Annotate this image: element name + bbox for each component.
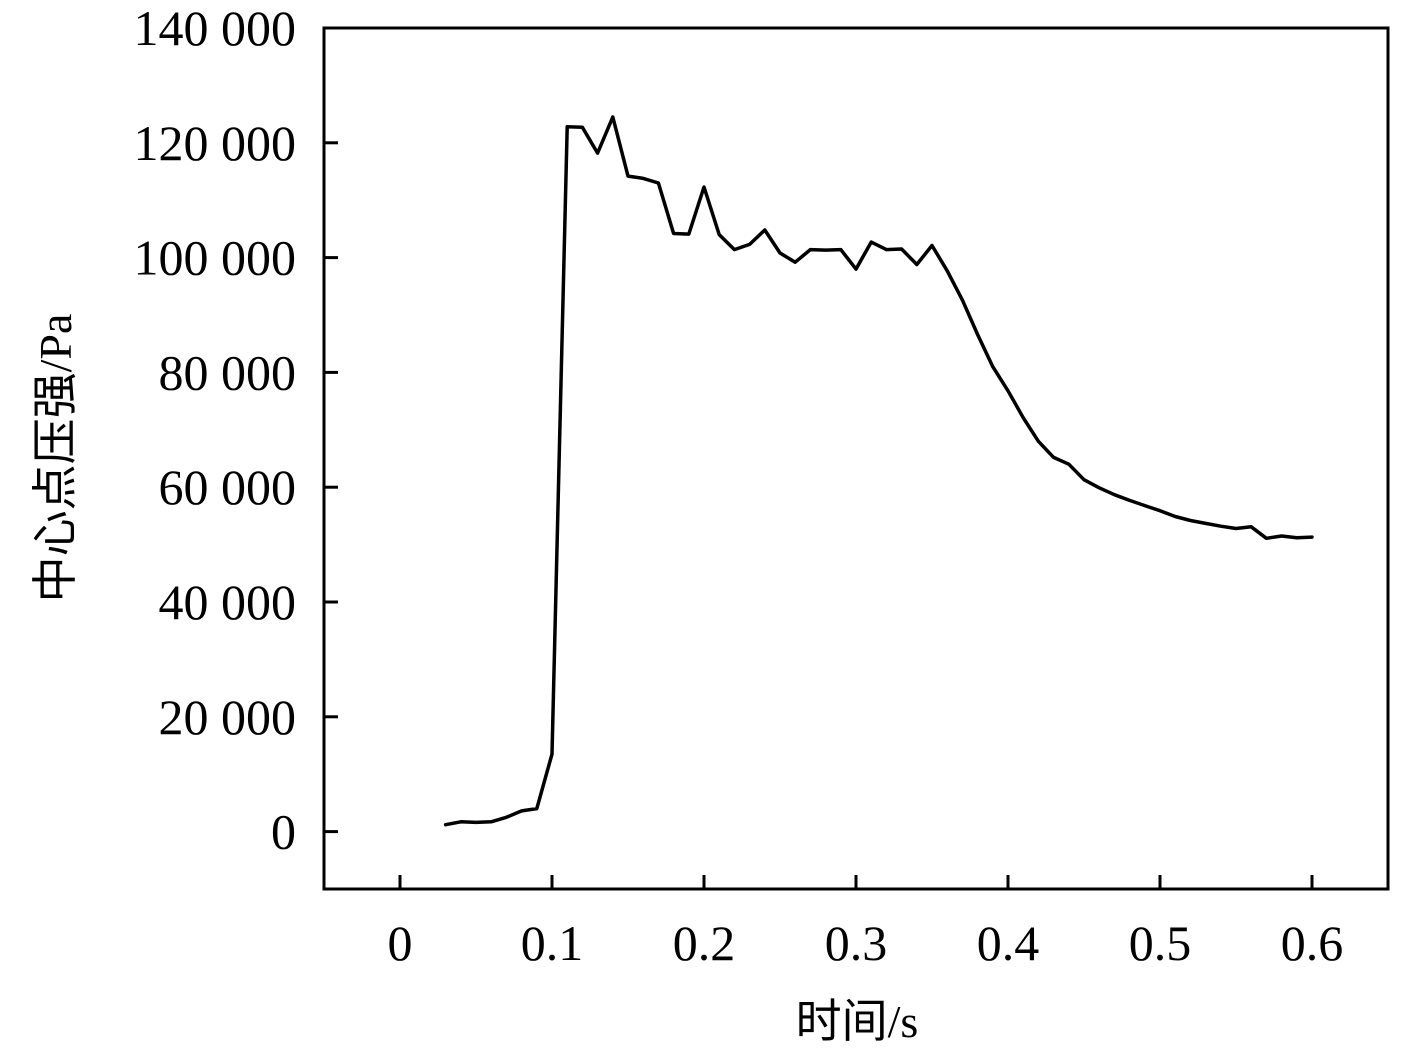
y-tick-label: 100 000: [134, 230, 297, 286]
y-tick-label: 140 000: [134, 0, 297, 56]
plot-frame: [322, 26, 1390, 891]
y-tick-label: 120 000: [134, 115, 297, 171]
y-tick-label: 40 000: [159, 574, 297, 630]
x-tick-label: 0.6: [1281, 915, 1344, 971]
x-tick-label: 0.5: [1129, 915, 1192, 971]
x-tick-label: 0.3: [825, 915, 888, 971]
y-axis-label: 中心点压强/Pa: [30, 314, 81, 603]
y-tick-label: 0: [271, 804, 296, 860]
y-axis-ticks: 0 20 000 40 000 60 000 80 000 100 000 120 000 1…: [134, 0, 338, 860]
y-tick-label: 80 000: [159, 344, 297, 400]
x-tick-label: 0: [388, 915, 413, 971]
x-tick-label: 0.4: [977, 915, 1040, 971]
x-axis-ticks: 0 0.1 0.2 0.3 0.4 0.5 0.6: [388, 875, 1344, 971]
series-line: [443, 115, 1314, 827]
y-tick-label: 60 000: [159, 459, 297, 515]
x-axis-label: 时间/s: [796, 996, 919, 1047]
y-tick-label: 20 000: [159, 689, 297, 745]
x-tick-label: 0.2: [673, 915, 736, 971]
series-layer: [443, 115, 1314, 827]
x-tick-label: 0.1: [521, 915, 584, 971]
